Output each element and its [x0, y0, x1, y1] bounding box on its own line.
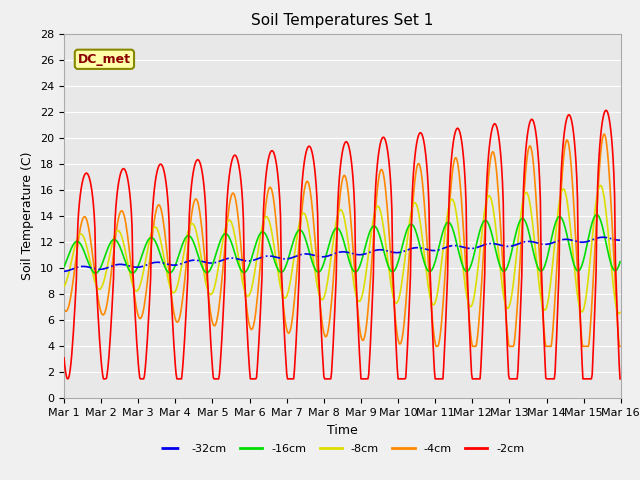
Title: Soil Temperatures Set 1: Soil Temperatures Set 1 — [252, 13, 433, 28]
Y-axis label: Soil Temperature (C): Soil Temperature (C) — [22, 152, 35, 280]
X-axis label: Time: Time — [327, 424, 358, 437]
Legend: -32cm, -16cm, -8cm, -4cm, -2cm: -32cm, -16cm, -8cm, -4cm, -2cm — [156, 440, 529, 458]
Text: DC_met: DC_met — [78, 53, 131, 66]
